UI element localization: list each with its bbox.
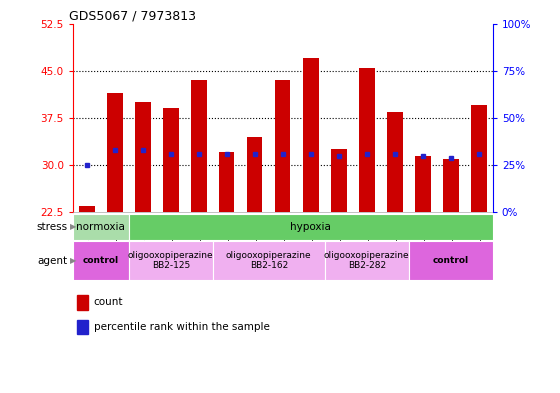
Bar	[409, 241, 493, 280]
Text: oligooxopiperazine
BB2-162: oligooxopiperazine BB2-162	[226, 251, 311, 270]
Bar	[275, 80, 291, 212]
Text: ▶: ▶	[70, 222, 77, 231]
Bar	[303, 58, 319, 212]
Bar	[163, 108, 179, 212]
Text: ▶: ▶	[70, 256, 77, 265]
Bar	[325, 241, 409, 280]
Text: control: control	[83, 256, 119, 265]
Bar	[247, 137, 263, 212]
Bar	[213, 241, 325, 280]
Text: normoxia: normoxia	[76, 222, 125, 232]
Bar	[387, 112, 403, 212]
Text: hypoxia: hypoxia	[291, 222, 331, 232]
Text: percentile rank within the sample: percentile rank within the sample	[94, 322, 270, 332]
Bar	[73, 214, 129, 240]
Bar	[219, 152, 235, 212]
Bar	[79, 206, 95, 212]
Bar	[331, 149, 347, 212]
Text: oligooxopiperazine
BB2-125: oligooxopiperazine BB2-125	[128, 251, 213, 270]
Text: agent: agent	[37, 255, 67, 266]
Bar	[135, 102, 151, 212]
Bar	[107, 93, 123, 212]
Text: GDS5067 / 7973813: GDS5067 / 7973813	[68, 9, 195, 22]
Bar	[77, 295, 87, 310]
Text: oligooxopiperazine
BB2-282: oligooxopiperazine BB2-282	[324, 251, 409, 270]
Bar	[129, 214, 493, 240]
Bar	[77, 320, 87, 334]
Text: stress: stress	[36, 222, 67, 232]
Text: count: count	[94, 298, 123, 307]
Bar	[359, 68, 375, 212]
Bar	[191, 80, 207, 212]
Bar	[443, 159, 459, 212]
Bar	[129, 241, 213, 280]
Text: control: control	[433, 256, 469, 265]
Bar	[73, 241, 129, 280]
Bar	[415, 156, 431, 212]
Bar	[471, 105, 487, 212]
